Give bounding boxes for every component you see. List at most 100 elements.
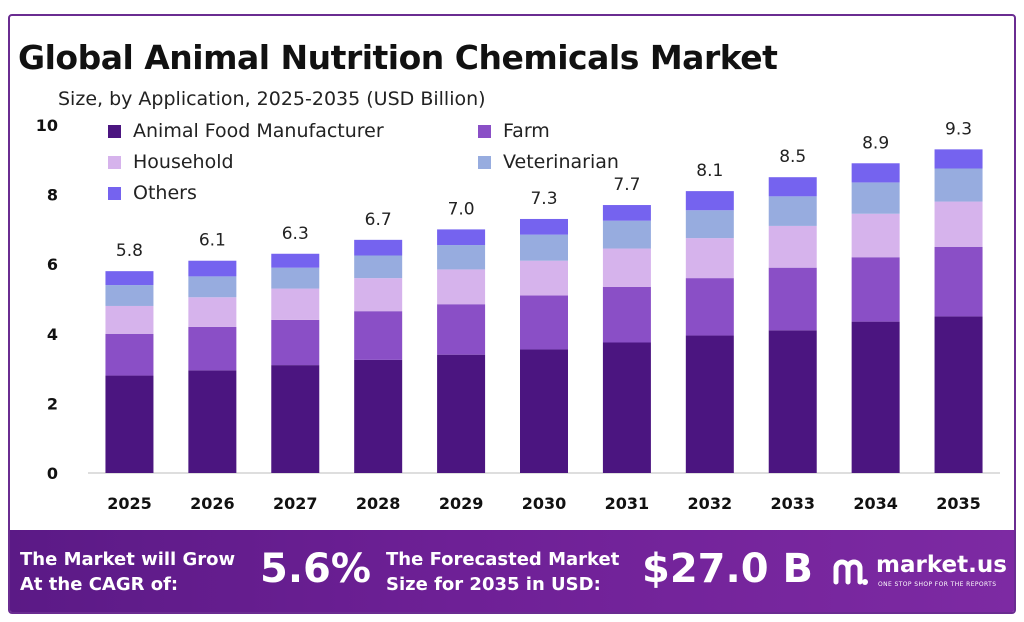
- bar-segment: [520, 234, 568, 261]
- legend-label: Household: [133, 151, 234, 173]
- chart-title: Global Animal Nutrition Chemicals Market: [18, 38, 778, 77]
- brand-name: market.us: [876, 552, 1007, 578]
- bar-segment: [768, 177, 817, 197]
- bar-segment: [188, 260, 237, 277]
- bar-segment: [685, 191, 734, 211]
- bar-segment: [768, 225, 817, 268]
- bar-segment: [520, 260, 568, 296]
- chart-frame: Global Animal Nutrition Chemicals Market…: [8, 14, 1016, 614]
- bar-segment: [271, 365, 320, 473]
- bar-segment: [271, 253, 320, 268]
- x-tick-label: 2031: [605, 494, 650, 513]
- cagr-caption-line1: The Market will Grow: [20, 549, 236, 570]
- bar-segment: [851, 321, 900, 473]
- bar-segment: [354, 239, 403, 256]
- bar-segment: [934, 201, 983, 247]
- bar-segment: [105, 375, 154, 473]
- legend-swatch: [108, 125, 121, 138]
- legend-swatch: [478, 156, 491, 169]
- stacked-bar-chart: 0 2 4 6 8 10 5.8 2025 6.1 2026 6.3 2027 6.7 2028 7.0 20…: [36, 116, 1000, 513]
- bar-total-label: 5.8: [116, 241, 143, 261]
- bar-total-label: 8.1: [696, 161, 723, 181]
- bar-segment: [851, 182, 900, 214]
- legend-label: Veterinarian: [503, 151, 619, 173]
- bar-segment: [934, 149, 983, 169]
- y-tick-label: 0: [47, 464, 58, 483]
- bar-segment: [520, 218, 568, 235]
- x-tick-label: 2030: [522, 494, 567, 513]
- bar-total-label: 7.3: [530, 189, 557, 209]
- x-tick-label: 2025: [107, 494, 152, 513]
- bar-segment: [188, 297, 237, 327]
- bar-segment: [768, 267, 817, 331]
- bar-segment: [437, 354, 486, 473]
- bar-segment: [602, 286, 651, 343]
- legend-label: Animal Food Manufacturer: [133, 120, 384, 142]
- legend-label: Farm: [503, 120, 550, 142]
- bar-segment: [768, 330, 817, 473]
- bar-total-label: 8.9: [862, 133, 889, 153]
- x-tick-label: 2027: [273, 494, 318, 513]
- bar-total-label: 7.7: [613, 175, 640, 195]
- x-tick-label: 2029: [439, 494, 484, 513]
- y-tick-label: 6: [47, 255, 58, 274]
- forecast-caption-line1: The Forecasted Market: [386, 549, 620, 570]
- bar-segment: [602, 248, 651, 287]
- x-tick-label: 2035: [936, 494, 981, 513]
- bar-total-label: 6.3: [282, 224, 309, 244]
- y-tick-label: 4: [47, 325, 58, 344]
- brand-logo[interactable]: market.us ONE STOP SHOP FOR THE REPORTS: [830, 550, 1008, 594]
- footer-banner: The Market will Grow At the CAGR of: 5.6…: [10, 530, 1014, 612]
- bar-segment: [520, 295, 568, 350]
- x-tick-label: 2028: [356, 494, 401, 513]
- bar-segment: [271, 319, 320, 366]
- cagr-caption-line2: At the CAGR of:: [20, 574, 179, 595]
- legend-swatch: [108, 187, 121, 200]
- bar-segment: [934, 316, 983, 473]
- bar-segment: [271, 288, 320, 320]
- bar-segment: [768, 196, 817, 226]
- bar-segment: [685, 238, 734, 279]
- bar-segment: [437, 304, 486, 355]
- x-tick-label: 2034: [853, 494, 898, 513]
- y-tick-label: 8: [47, 186, 58, 205]
- forecast-caption-line2: Size for 2035 in USD:: [386, 574, 601, 595]
- cagr-value: 5.6%: [260, 546, 371, 592]
- legend-swatch: [478, 125, 491, 138]
- bar-segment: [105, 333, 154, 376]
- bar-segment: [437, 229, 486, 246]
- forecast-value: $27.0 B: [642, 546, 813, 592]
- brand-tagline: ONE STOP SHOP FOR THE REPORTS: [878, 581, 997, 588]
- bar-segment: [520, 349, 568, 473]
- bar-segment: [934, 246, 983, 317]
- bar-segment: [105, 271, 154, 286]
- cagr-caption: The Market will Grow At the CAGR of:: [20, 547, 235, 597]
- bar-segment: [685, 335, 734, 473]
- bar-segment: [602, 205, 651, 221]
- bar-total-label: 8.5: [779, 147, 806, 167]
- x-tick-label: 2026: [190, 494, 235, 513]
- bar-total-label: 7.0: [448, 199, 475, 219]
- legend-swatch: [108, 156, 121, 169]
- forecast-caption: The Forecasted Market Size for 2035 in U…: [386, 547, 619, 597]
- bar-segment: [188, 326, 237, 371]
- bar-segment: [602, 220, 651, 249]
- bar-segment: [437, 245, 486, 270]
- bar-total-label: 6.1: [199, 231, 226, 251]
- bar-segment: [271, 267, 320, 289]
- x-tick-label: 2032: [688, 494, 733, 513]
- bar-segment: [105, 305, 154, 334]
- legend-label: Others: [133, 182, 197, 204]
- bar-segment: [354, 255, 403, 279]
- bar-total-label: 6.7: [365, 210, 392, 230]
- bar-segment: [188, 370, 237, 473]
- bar-segment: [354, 278, 403, 312]
- bar-segment: [685, 278, 734, 336]
- bar-segment: [354, 359, 403, 473]
- bar-segment: [851, 257, 900, 322]
- bar-segment: [354, 311, 403, 360]
- bar-segment: [685, 210, 734, 239]
- chart-subtitle: Size, by Application, 2025-2035 (USD Bil…: [58, 88, 486, 110]
- bar-segment: [851, 213, 900, 258]
- y-tick-label: 10: [36, 116, 58, 135]
